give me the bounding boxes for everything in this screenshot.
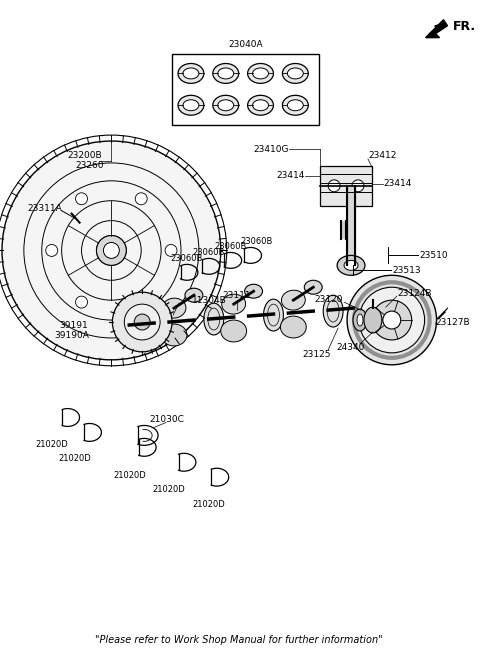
Text: 23111: 23111 (222, 290, 251, 300)
Ellipse shape (162, 298, 186, 318)
Text: 23120: 23120 (314, 294, 343, 304)
Ellipse shape (344, 260, 358, 270)
Ellipse shape (264, 299, 283, 331)
Ellipse shape (288, 100, 303, 111)
Ellipse shape (323, 295, 343, 327)
Ellipse shape (353, 309, 367, 331)
Text: 23414: 23414 (276, 171, 304, 181)
Ellipse shape (252, 68, 268, 79)
Ellipse shape (218, 68, 234, 79)
Circle shape (134, 314, 150, 330)
Circle shape (2, 141, 221, 360)
Circle shape (328, 180, 340, 192)
Circle shape (75, 296, 87, 308)
Ellipse shape (213, 95, 239, 115)
Circle shape (347, 275, 436, 365)
Bar (347, 186, 355, 265)
Ellipse shape (364, 307, 382, 333)
Text: 24340: 24340 (337, 344, 365, 352)
Ellipse shape (183, 68, 199, 79)
Ellipse shape (183, 100, 199, 111)
Text: 21020D: 21020D (113, 470, 145, 480)
Text: 23060B: 23060B (171, 254, 203, 263)
Text: 23410G: 23410G (253, 145, 288, 154)
Ellipse shape (218, 100, 234, 111)
Text: 21020D: 21020D (153, 485, 185, 493)
Text: 21020D: 21020D (36, 440, 68, 449)
Circle shape (46, 244, 58, 256)
Ellipse shape (280, 316, 306, 338)
Circle shape (75, 193, 87, 205)
Ellipse shape (144, 306, 164, 338)
FancyArrowPatch shape (430, 25, 442, 34)
Circle shape (359, 287, 425, 353)
Text: 39190A: 39190A (55, 332, 90, 340)
Text: 23200B: 23200B (67, 152, 102, 160)
Circle shape (135, 296, 147, 308)
Ellipse shape (304, 281, 322, 294)
Ellipse shape (222, 294, 246, 314)
Circle shape (0, 135, 227, 366)
Ellipse shape (252, 100, 268, 111)
Text: "Please refer to Work Shop Manual for further information": "Please refer to Work Shop Manual for fu… (95, 635, 383, 645)
Ellipse shape (178, 95, 204, 115)
Text: 23040A: 23040A (228, 40, 263, 49)
Text: FR.: FR. (453, 20, 476, 33)
Text: 23412: 23412 (368, 152, 396, 160)
Text: 23060B: 23060B (240, 237, 273, 246)
Ellipse shape (357, 314, 363, 326)
Text: 23260: 23260 (75, 162, 104, 170)
Text: 23060B: 23060B (215, 242, 247, 251)
Ellipse shape (221, 320, 247, 342)
Ellipse shape (185, 288, 203, 302)
Circle shape (135, 193, 147, 205)
Bar (320, 166, 372, 206)
Text: 23127B: 23127B (435, 317, 470, 327)
Circle shape (352, 180, 364, 192)
Text: 23513: 23513 (393, 266, 421, 275)
Ellipse shape (248, 95, 274, 115)
Bar (172, 53, 319, 125)
Circle shape (372, 300, 412, 340)
Circle shape (112, 292, 172, 352)
Ellipse shape (213, 64, 239, 83)
Circle shape (124, 304, 160, 340)
Ellipse shape (178, 64, 204, 83)
Text: 23311A: 23311A (28, 204, 62, 213)
Ellipse shape (204, 303, 224, 335)
Circle shape (103, 242, 120, 258)
Text: 21030C: 21030C (150, 415, 184, 424)
Ellipse shape (281, 290, 305, 310)
Text: 23060B: 23060B (192, 248, 225, 257)
Text: 23125: 23125 (302, 350, 330, 359)
Ellipse shape (288, 68, 303, 79)
Text: 21020D: 21020D (58, 454, 91, 463)
Ellipse shape (282, 95, 308, 115)
Text: 11304B: 11304B (192, 296, 227, 305)
Ellipse shape (248, 64, 274, 83)
Text: 23124B: 23124B (398, 288, 432, 298)
Ellipse shape (161, 324, 187, 346)
Circle shape (383, 311, 401, 329)
Ellipse shape (337, 256, 365, 275)
Ellipse shape (245, 284, 263, 298)
Circle shape (96, 235, 126, 265)
Text: 21020D: 21020D (192, 499, 225, 509)
Text: 23510: 23510 (420, 251, 448, 260)
Text: 23414: 23414 (384, 179, 412, 189)
Ellipse shape (282, 64, 308, 83)
Circle shape (165, 244, 177, 256)
Polygon shape (426, 20, 447, 37)
Text: 39191: 39191 (60, 321, 88, 330)
Bar (341, 221, 346, 238)
